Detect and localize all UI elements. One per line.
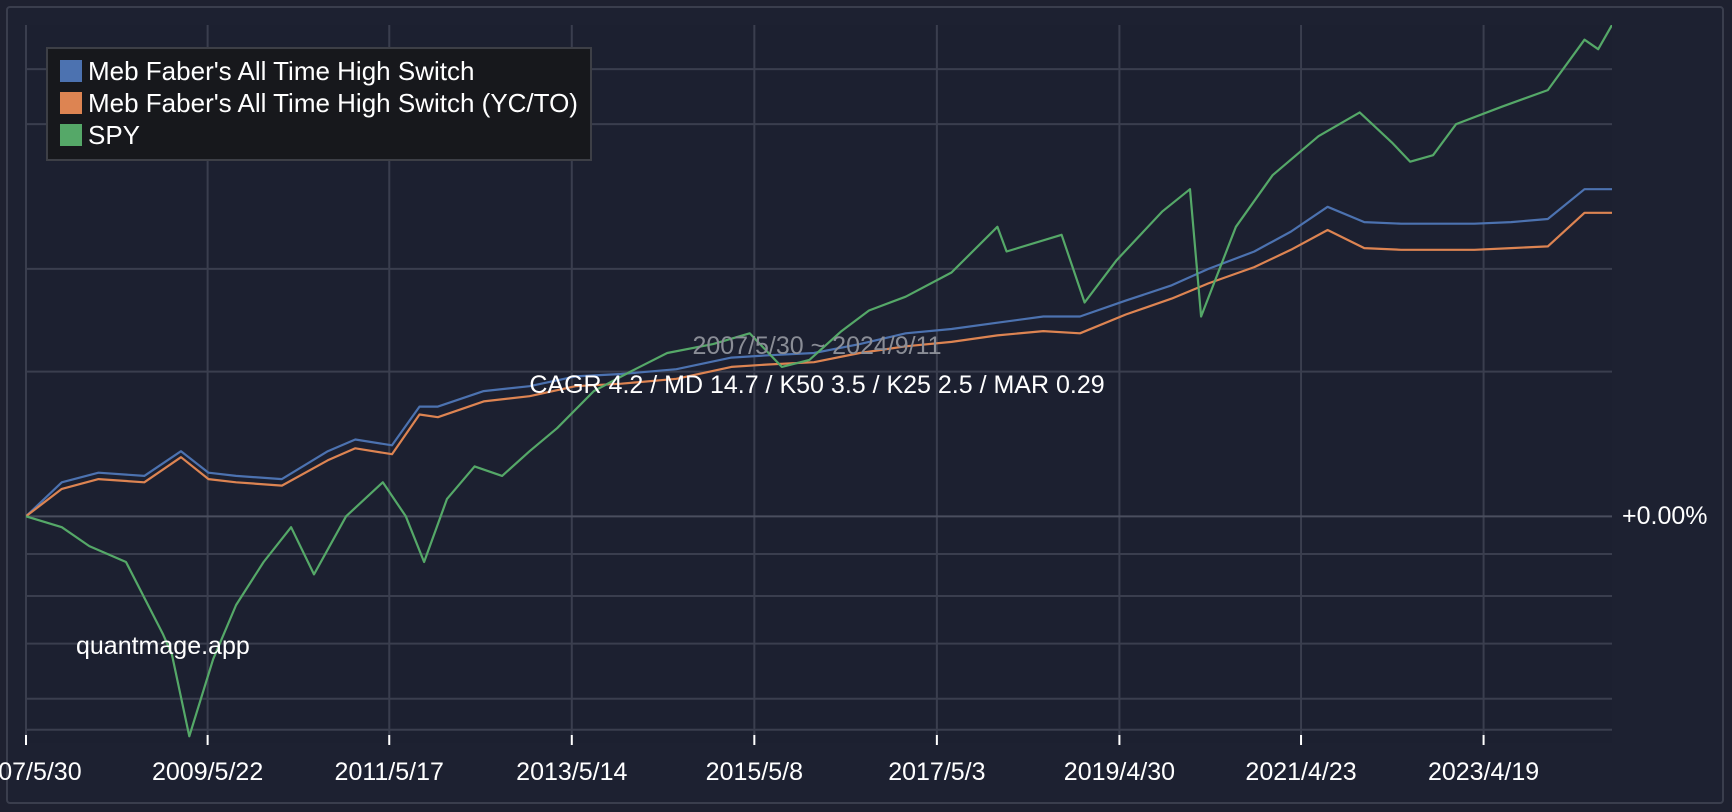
- series-line-2: [26, 25, 1612, 738]
- x-tick-label: 2021/4/23: [1245, 758, 1356, 786]
- x-tick-label: 2017/5/3: [888, 758, 985, 786]
- series-line-0: [26, 188, 1612, 518]
- x-tick-label: 2013/5/14: [516, 758, 627, 786]
- watermark-label: quantmage.app: [76, 632, 250, 660]
- y-axis-label: +0.00%: [1622, 502, 1708, 530]
- stats-label: CAGR 4.2 / MD 14.7 / K50 3.5 / K25 2.5 /…: [529, 371, 1104, 399]
- x-axis-ticks: 2007/5/30 2009/5/22 2011/5/17 2013/5/14 2015…: [0, 735, 1539, 786]
- legend-box: [46, 47, 592, 161]
- x-tick-label: 2023/4/19: [1428, 758, 1539, 786]
- legend-swatch: [60, 60, 82, 82]
- x-tick-label: 2009/5/22: [152, 758, 263, 786]
- legend-label: SPY: [88, 120, 140, 150]
- period-label: 2007/5/30 ~ 2024/9/11: [692, 332, 941, 360]
- x-tick-label: 2015/5/8: [706, 758, 803, 786]
- legend-label: Meb Faber's All Time High Switch: [88, 56, 474, 86]
- annotations: 2007/5/30 ~ 2024/9/11 CAGR 4.2 / MD 14.7…: [76, 332, 1708, 660]
- series-line-1: [26, 211, 1612, 518]
- legend-swatch: [60, 124, 82, 146]
- x-tick-label: 2011/5/17: [335, 758, 444, 786]
- legend-swatch: [60, 92, 82, 114]
- legend-label: Meb Faber's All Time High Switch (YC/TO): [88, 88, 578, 118]
- series-lines: [26, 25, 1612, 738]
- x-tick-label: 2007/5/30: [0, 758, 82, 786]
- x-tick-label: 2019/4/30: [1064, 758, 1175, 786]
